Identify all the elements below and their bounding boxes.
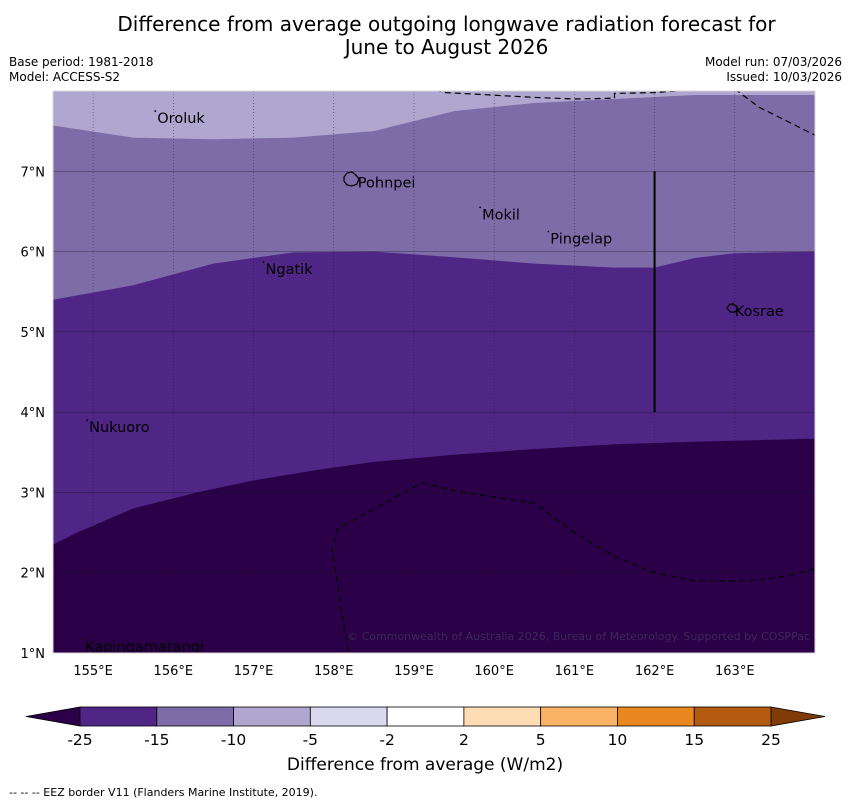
lat-tick-label: 1°N [21, 647, 46, 662]
colorbar-segment [309, 706, 388, 727]
colorbar-tick-label: 25 [761, 731, 781, 749]
map-figure: Oroluk Pohnpei Mokil Pingelap Ngatik Kosrae Nu… [21, 90, 826, 749]
place-marker [547, 230, 550, 233]
place-label: Nukuoro [89, 420, 150, 436]
gridlines [53, 91, 815, 653]
colorbar-tick-label: 10 [608, 731, 628, 749]
lon-tick-label: 161°E [555, 664, 595, 679]
lat-tick-label: 2°N [21, 567, 46, 582]
model-name: Model: ACCESS-S2 [9, 70, 121, 84]
colorbar-tick-label: -15 [144, 731, 169, 749]
issued-date: Issued: 10/03/2026 [726, 70, 842, 84]
kosrae-island-outline [726, 303, 739, 313]
contour-region-neg10-neg5 [53, 91, 815, 140]
lat-tick-label: 6°N [21, 246, 46, 261]
chart-title: Difference from average outgoing longwav… [0, 13, 850, 59]
place-label: Kosrae [735, 304, 784, 320]
colorbar-tick-label: -25 [67, 731, 92, 749]
place-marker [479, 206, 482, 209]
model-run: Model run: 07/03/2026 [704, 55, 842, 69]
place-label: Pingelap [550, 232, 612, 248]
place-marker [154, 110, 157, 112]
colorbar-segment [693, 706, 772, 727]
contour-region-neg15-neg10 [53, 91, 815, 300]
place-marker [262, 261, 265, 263]
lon-tick-label: 156°E [154, 664, 194, 679]
place-marker [82, 638, 84, 641]
eez-border-line [436, 91, 687, 100]
lon-tick-label: 155°E [73, 664, 113, 679]
colorbar-tick-label: -10 [221, 731, 246, 749]
meta-right: Model run: 07/03/2026 Issued: 10/03/2026 [705, 55, 842, 85]
title-line-2: June to August 2026 [344, 35, 549, 59]
place-label: Mokil [482, 207, 520, 223]
lat-tick-label: 3°N [21, 486, 46, 501]
colorbar-segment [386, 706, 465, 727]
eez-border-line [331, 482, 815, 653]
lon-tick-label: 162°E [635, 664, 675, 679]
place-marker [731, 302, 734, 305]
colorbar-segment [540, 706, 618, 727]
pohnpei-island-outline [343, 171, 360, 187]
colorbar-segment [233, 706, 311, 727]
lat-tick-label: 5°N [21, 326, 46, 341]
lat-tick-label: 7°N [21, 165, 46, 180]
colorbar-tick-label: 15 [684, 731, 704, 749]
place-marker [86, 419, 88, 422]
plot-frame [52, 90, 816, 654]
title-line-1: Difference from average outgoing longwav… [117, 12, 776, 36]
colorbar-tick-label: -5 [303, 731, 318, 749]
place-label: Kapingamarangi [85, 639, 204, 655]
lat-tick-label: 4°N [21, 406, 46, 421]
lon-tick-label: 157°E [234, 664, 274, 679]
plot-area: Oroluk Pohnpei Mokil Pingelap Ngatik Kosrae Nu… [53, 91, 815, 655]
lon-tick-label: 160°E [474, 664, 514, 679]
meta-left: Base period: 1981-2018 Model: ACCESS-S2 [9, 55, 154, 85]
place-label: Ngatik [266, 262, 314, 278]
colorbar-over-arrow [770, 706, 826, 727]
place-labels: Oroluk Pohnpei Mokil Pingelap Ngatik Kosrae Nu… [82, 110, 784, 655]
footer-note: -- -- -- EEZ border V11 (Flanders Marine… [9, 786, 318, 799]
lon-tick-label: 159°E [394, 664, 434, 679]
colorbar-title: Difference from average (W/m2) [286, 755, 564, 775]
lon-tick-label: 163°E [715, 664, 755, 679]
colorbar-segment [463, 706, 542, 727]
colorbar-segment [79, 706, 158, 727]
colorbar-segment [156, 706, 234, 727]
base-period: Base period: 1981-2018 [9, 55, 154, 69]
colorbar-tick-label: 2 [459, 731, 469, 749]
copyright-text: © Commonwealth of Australia 2026, Bureau… [347, 630, 810, 643]
place-label: Oroluk [157, 111, 205, 127]
colorbar-tick-label: 5 [536, 731, 546, 749]
colorbar-segment [617, 706, 695, 727]
place-marker [354, 174, 357, 177]
colorbar-tick-label: -2 [379, 731, 394, 749]
axis-tick-labels: 155°E 156°E 157°E 158°E 159°E 160°E 161°E 162°E… [21, 165, 755, 679]
colorbar-under-arrow [25, 706, 81, 727]
place-label: Pohnpei [358, 175, 416, 191]
colorbar: -25 -15 -10 -5 -2 2 5 10 15 25 [25, 706, 826, 749]
lon-tick-label: 158°E [314, 664, 354, 679]
